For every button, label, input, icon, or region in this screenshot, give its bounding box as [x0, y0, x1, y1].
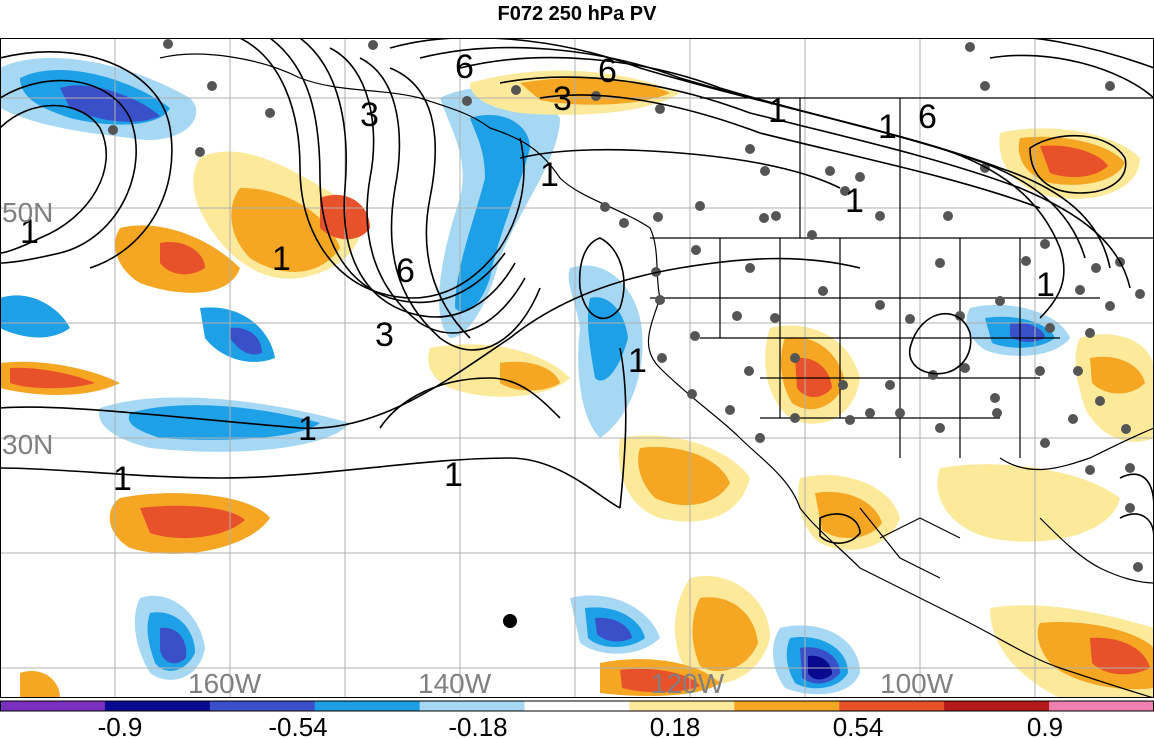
colorbar-swatch: [734, 701, 840, 711]
map-title: F072 250 hPa PV: [497, 3, 657, 25]
contour-label: 1: [1036, 266, 1055, 304]
lon-label-140w: 140W: [418, 668, 492, 698]
colorbar-swatch: [314, 701, 421, 711]
contour-label: 3: [360, 96, 379, 134]
contour-label: 6: [455, 48, 474, 86]
colorbar-swatch: [944, 701, 1050, 711]
contour-label: 1: [113, 460, 132, 498]
colorbar-swatch: [419, 701, 526, 711]
contour-label: 1: [845, 182, 864, 220]
contour-label: 1: [768, 92, 787, 130]
pv-shading: [0, 58, 1154, 698]
pv-contours: [0, 38, 1154, 544]
contour-label: 1: [878, 108, 897, 146]
contour-labels: 3 6 6 3 1 1 6 3 6 1 1 1 1 1 1 1 1 1: [20, 48, 1055, 498]
contour-label: 6: [598, 52, 617, 90]
colorbar-label: -0.54: [268, 712, 327, 739]
colorbar: -0.9 -0.54 -0.18 0.18 0.54 0.9: [0, 700, 1154, 739]
colorbar-label: 0.9: [1027, 712, 1063, 739]
lat-label-30n: 30N: [2, 429, 53, 460]
contour-label: 1: [628, 342, 647, 380]
colorbar-swatches: [0, 701, 1154, 711]
contour-label: 1: [444, 456, 463, 494]
contour-label: 6: [918, 98, 937, 136]
colorbar-swatch: [524, 701, 630, 711]
colorbar-swatch: [1049, 701, 1154, 711]
graticule: [0, 38, 1154, 698]
colorbar-swatch: [629, 701, 735, 711]
station-dots: [108, 39, 1145, 572]
colorbar-label: -0.18: [448, 712, 507, 739]
colorbar-swatch: [0, 701, 106, 711]
colorbar-labels: -0.9 -0.54 -0.18 0.18 0.54 0.9: [98, 712, 1063, 739]
contour-label: 6: [396, 252, 415, 290]
colorbar-label: 0.18: [650, 712, 701, 739]
colorbar-swatch: [104, 701, 211, 711]
contour-label: 3: [553, 80, 572, 118]
contour-label: 3: [375, 316, 394, 354]
lon-label-160w: 160W: [188, 668, 262, 698]
contour-label: 1: [298, 410, 317, 448]
contour-label: 1: [20, 213, 39, 251]
lat-label-50n: 50N: [2, 197, 53, 228]
marker-dot: [503, 614, 517, 628]
contour-label: 1: [540, 156, 559, 194]
colorbar-label: 0.54: [833, 712, 884, 739]
lon-label-100w: 100W: [880, 668, 954, 698]
lon-label-120w: 120W: [651, 668, 725, 698]
colorbar-label: -0.9: [98, 712, 143, 739]
colorbar-swatch: [839, 701, 945, 711]
pv-map: 3 6 6 3 1 1 6 3 6 1 1 1 1 1 1 1 1 1 50N …: [0, 38, 1154, 698]
contour-label: 1: [272, 240, 291, 278]
colorbar-swatch: [209, 701, 316, 711]
